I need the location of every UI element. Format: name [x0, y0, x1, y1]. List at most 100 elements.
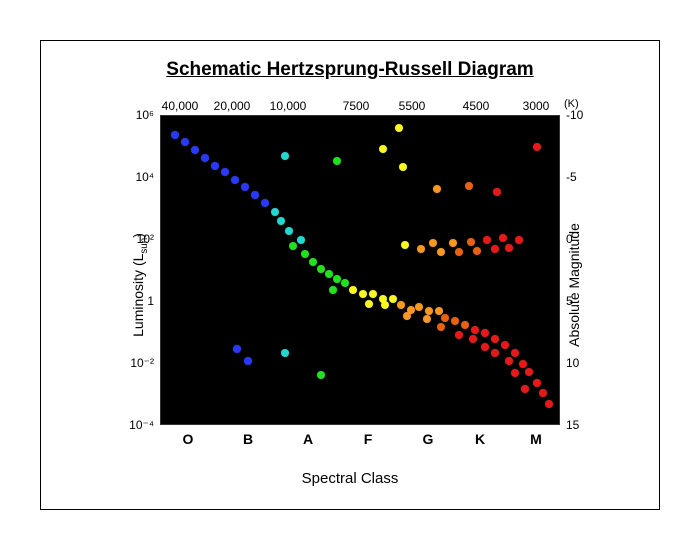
data-point — [241, 183, 249, 191]
data-point — [381, 301, 389, 309]
x-bottom-label: Spectral Class — [302, 470, 399, 487]
data-point — [511, 349, 519, 357]
data-point — [365, 300, 373, 308]
data-point — [333, 275, 341, 283]
data-point — [231, 176, 239, 184]
data-point — [281, 349, 289, 357]
x-bottom-tick: A — [303, 431, 313, 447]
data-point — [397, 301, 405, 309]
data-point — [437, 323, 445, 331]
data-point — [473, 247, 481, 255]
chart-container: Schematic Hertzsprung-Russell Diagram Lu… — [40, 40, 660, 510]
data-point — [244, 357, 252, 365]
data-point — [511, 369, 519, 377]
data-point — [329, 286, 337, 294]
data-point — [533, 379, 541, 387]
y-right-tick: 5 — [560, 294, 573, 308]
data-point — [399, 163, 407, 171]
data-point — [301, 250, 309, 258]
data-point — [471, 326, 479, 334]
data-point — [449, 239, 457, 247]
data-point — [415, 303, 423, 311]
data-point — [429, 239, 437, 247]
data-point — [491, 335, 499, 343]
data-point — [191, 146, 199, 154]
y-right-tick: 15 — [560, 418, 579, 432]
data-point — [515, 236, 523, 244]
y-left-tick: 1 — [110, 294, 160, 308]
data-point — [539, 389, 547, 397]
data-point — [451, 317, 459, 325]
data-point — [423, 315, 431, 323]
x-top-tick: 3000 — [523, 99, 550, 113]
x-bottom-tick: M — [530, 431, 542, 447]
y-left-tick: 10² — [110, 232, 160, 246]
data-point — [201, 154, 209, 162]
data-point — [233, 345, 241, 353]
data-point — [403, 312, 411, 320]
plot-area — [160, 115, 560, 425]
data-point — [493, 188, 501, 196]
data-point — [469, 335, 477, 343]
y-left-tick: 10⁻² — [110, 356, 160, 370]
chart-title: Schematic Hertzsprung-Russell Diagram — [61, 59, 639, 81]
data-point — [491, 245, 499, 253]
y-right-tick: 10 — [560, 356, 579, 370]
x-bottom-tick: G — [423, 431, 434, 447]
data-point — [285, 227, 293, 235]
data-point — [417, 245, 425, 253]
x-top-tick: 7500 — [343, 99, 370, 113]
data-point — [481, 343, 489, 351]
data-point — [461, 321, 469, 329]
data-point — [369, 290, 377, 298]
x-bottom-tick: K — [475, 431, 485, 447]
data-point — [181, 138, 189, 146]
x-top-tick: 40,000 — [162, 99, 199, 113]
data-point — [395, 124, 403, 132]
data-point — [501, 341, 509, 349]
data-point — [441, 314, 449, 322]
data-point — [519, 360, 527, 368]
data-point — [251, 191, 259, 199]
x-top-tick: 4500 — [463, 99, 490, 113]
y-left-tick: 10⁶ — [110, 108, 160, 122]
data-point — [401, 241, 409, 249]
data-point — [317, 265, 325, 273]
data-point — [505, 244, 513, 252]
data-point — [481, 329, 489, 337]
data-point — [455, 331, 463, 339]
y-left-tick: 10⁴ — [110, 170, 160, 184]
data-point — [379, 145, 387, 153]
x-top-tick: 20,000 — [214, 99, 251, 113]
data-point — [359, 290, 367, 298]
data-point — [389, 295, 397, 303]
data-point — [499, 234, 507, 242]
data-point — [333, 157, 341, 165]
data-point — [505, 357, 513, 365]
data-point — [211, 162, 219, 170]
data-point — [465, 182, 473, 190]
x-bottom-tick: B — [243, 431, 253, 447]
data-point — [521, 385, 529, 393]
data-point — [483, 236, 491, 244]
data-point — [261, 199, 269, 207]
data-point — [349, 286, 357, 294]
data-point — [289, 242, 297, 250]
data-point — [271, 208, 279, 216]
data-point — [341, 279, 349, 287]
data-point — [281, 152, 289, 160]
data-point — [221, 168, 229, 176]
data-point — [455, 248, 463, 256]
data-point — [171, 131, 179, 139]
x-bottom-tick: F — [364, 431, 373, 447]
data-point — [277, 217, 285, 225]
data-point — [309, 258, 317, 266]
y-right-tick: -5 — [560, 170, 577, 184]
data-point — [433, 185, 441, 193]
data-point — [325, 270, 333, 278]
data-point — [545, 400, 553, 408]
x-top-tick: 5500 — [399, 99, 426, 113]
data-point — [533, 143, 541, 151]
data-point — [437, 248, 445, 256]
data-point — [525, 368, 533, 376]
